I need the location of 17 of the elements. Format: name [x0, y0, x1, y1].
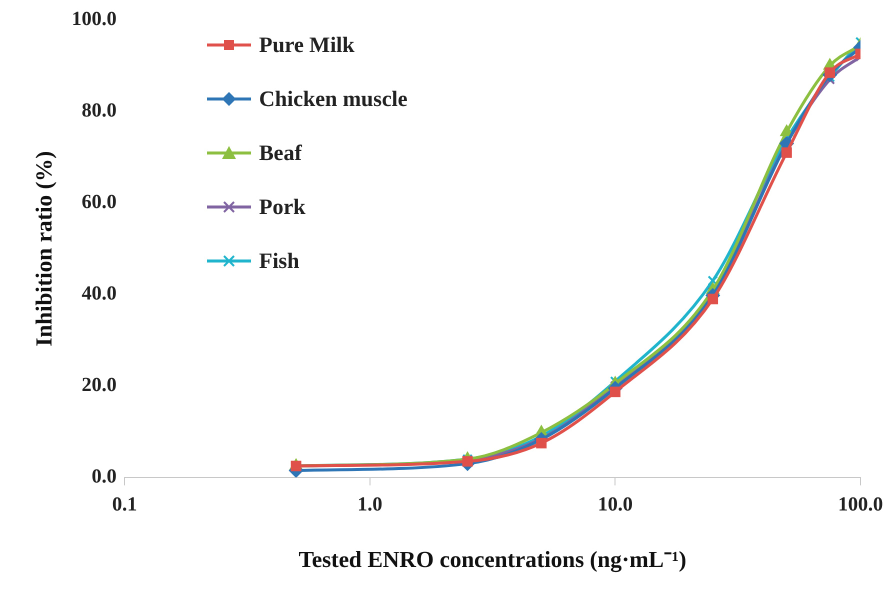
legend-label: Chicken muscle	[259, 86, 408, 112]
y-tick-label: 100.0	[72, 8, 117, 30]
y-tick-label: 80.0	[82, 100, 117, 122]
x-tick-label: 0.1	[112, 494, 138, 516]
legend-label: Pure Milk	[259, 32, 355, 58]
y-tick-label: 60.0	[82, 191, 117, 214]
y-tick-label: 40.0	[82, 282, 117, 305]
x-axis-title: Tested ENRO concentrations (ng·mL⁻¹)	[298, 547, 686, 574]
x-tick-label: 1.0	[357, 494, 382, 516]
y-tick-label: 0.0	[92, 466, 117, 488]
legend-label: Beaf	[259, 140, 302, 166]
legend-label: Fish	[259, 248, 300, 274]
legend-label: Pork	[259, 194, 306, 220]
x-tick-label: 10.0	[598, 494, 633, 516]
x-tick-label: 100.0	[838, 494, 883, 516]
y-axis-title: Inhibition ratio (%)	[32, 150, 57, 346]
y-tick-label: 20.0	[82, 374, 117, 396]
